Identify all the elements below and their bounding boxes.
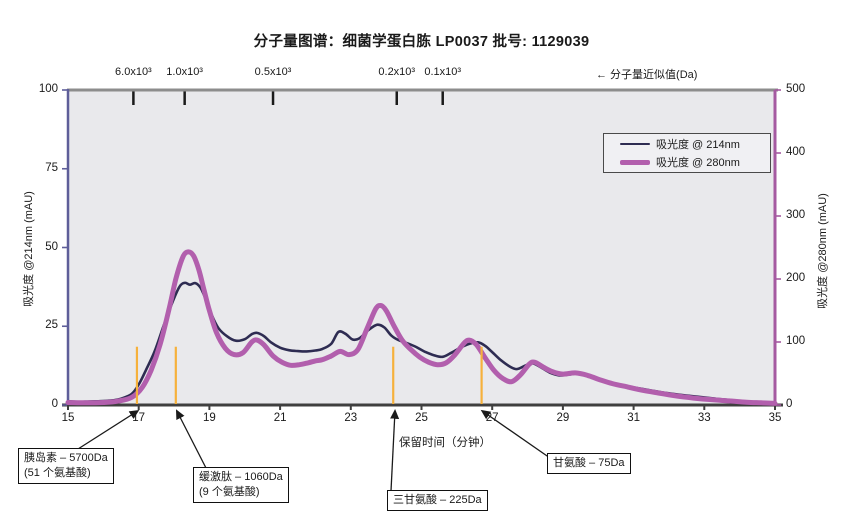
y-left-tick-label: 75 (45, 161, 58, 174)
mw-tick-label: 0.5x10³ (254, 66, 292, 78)
legend-label-280nm: 吸光度 @ 280nm (656, 157, 740, 169)
y-right-tick-label: 400 (786, 146, 806, 158)
annotation-box: 胰岛素 – 5700Da (51 个氨基酸) (18, 448, 114, 484)
legend-line-280nm-icon (620, 159, 650, 165)
annotation-text: (9 个氨基酸) (199, 485, 260, 498)
x-tick-label: 27 (485, 412, 499, 424)
y-left-tick-label: 0 (51, 398, 58, 410)
annotation-arrow (390, 409, 400, 492)
mw-tick-label: 0.1x10³ (424, 66, 462, 78)
legend-item-214nm: 吸光度 @ 214nm (604, 136, 770, 152)
y-right-tick-label: 500 (786, 83, 806, 95)
annotation-box: 缓激肽 – 1060Da (9 个氨基酸) (193, 467, 289, 503)
y-left-tick-label: 50 (45, 240, 58, 253)
legend-line-214nm-icon (620, 142, 650, 146)
x-tick-label: 29 (556, 412, 570, 424)
x-tick-label: 19 (202, 412, 216, 424)
y-right-tick-label: 100 (786, 335, 806, 347)
annotation-box: 三甘氨酸 – 225Da (387, 490, 488, 511)
y-right-tick-label: 200 (786, 272, 806, 284)
annotation-text: 缓激肽 – 1060Da (199, 471, 283, 483)
x-tick-label: 17 (132, 412, 146, 424)
annotation-text: 三甘氨酸 – 225Da (393, 494, 482, 506)
x-tick-label: 25 (415, 412, 428, 424)
y-left-tick-label: 100 (38, 83, 58, 95)
legend-item-280nm: 吸光度 @ 280nm (604, 154, 770, 170)
annotation-box: 甘氨酸 – 75Da (547, 453, 631, 474)
x-tick-label: 33 (697, 412, 711, 424)
chart-title: 分子量图谱：细菌学蛋白胨 LP0037 批号: 1129039 (253, 34, 590, 50)
mw-tick-label: 6.0x10³ (115, 66, 152, 78)
x-tick-label: 21 (273, 412, 287, 424)
legend-label-214nm: 吸光度 @ 214nm (656, 139, 740, 151)
annotation-text: (51 个氨基酸) (24, 466, 91, 479)
x-tick-label: 15 (61, 412, 75, 424)
mw-tick-label: 0.2x10³ (378, 66, 416, 78)
y-right-tick-label: 300 (786, 209, 806, 221)
top-axis-title: ← 分子量近似值(Da) (596, 69, 698, 81)
mw-tick-label: 1.0x10³ (166, 66, 203, 78)
y-right-tick-label: 0 (786, 398, 793, 410)
y-left-tick-label: 25 (45, 319, 58, 332)
legend: 吸光度 @ 214nm 吸光度 @ 280nm (603, 133, 771, 173)
annotation-text: 胰岛素 – 5700Da (24, 452, 108, 464)
x-tick-label: 23 (344, 412, 358, 424)
annotation-text: 甘氨酸 – 75Da (553, 457, 625, 469)
x-tick-label: 31 (627, 412, 640, 424)
y-axis-right-title: 吸光度 @280nm (mAU) (817, 193, 829, 309)
x-axis-title: 保留时间（分钟） (399, 437, 491, 449)
x-tick-label: 35 (768, 412, 782, 424)
